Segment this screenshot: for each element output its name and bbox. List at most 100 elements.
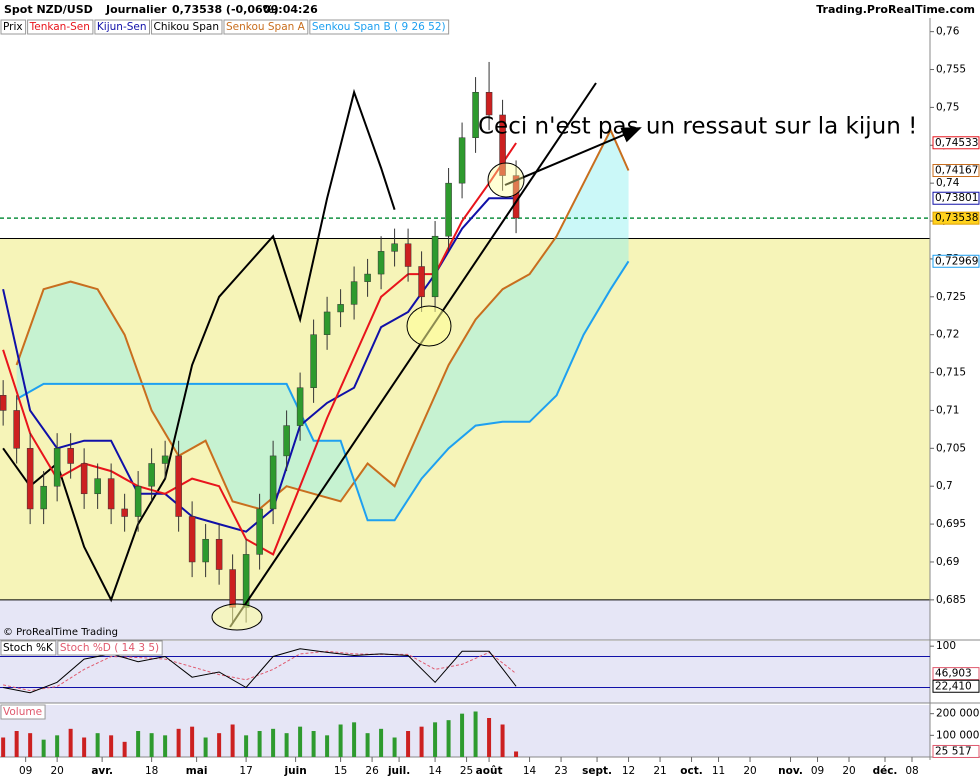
x-tick-label: août xyxy=(476,765,503,777)
x-tick-label: 09 xyxy=(19,765,32,777)
volume-bar xyxy=(338,724,343,757)
y-tick-label: 0,72 xyxy=(936,329,959,341)
candle-body xyxy=(418,266,425,298)
volume-bar xyxy=(95,733,100,757)
volume-bar xyxy=(176,728,181,757)
y-tick-label: 0,71 xyxy=(936,404,959,416)
candle-body xyxy=(13,410,20,449)
volume-bar xyxy=(392,737,397,757)
candle-body xyxy=(161,455,169,464)
candle-body xyxy=(256,508,263,555)
volume-bar xyxy=(136,731,141,757)
readout-label: 0,73538 xyxy=(935,212,978,224)
volume-bar xyxy=(28,733,33,757)
legend-box xyxy=(309,19,450,35)
volume-bar xyxy=(41,739,46,757)
x-tick-label: déc. xyxy=(873,765,898,777)
time: 09:04:26 xyxy=(263,3,318,16)
volume-bar xyxy=(446,720,451,757)
x-tick-label: 20 xyxy=(842,765,855,777)
y-tick-label: 0,705 xyxy=(936,442,966,454)
readout-box xyxy=(932,211,980,225)
readout-box xyxy=(932,679,980,693)
readout-label: 25 517 xyxy=(935,745,972,757)
y-tick-label: 100 xyxy=(936,640,956,652)
volume-bar xyxy=(514,751,519,757)
x-tick-label: 21 xyxy=(653,765,666,777)
volume-bar xyxy=(190,726,195,757)
readout-box xyxy=(932,164,980,178)
volume-bar xyxy=(55,735,60,757)
volume-bar xyxy=(500,724,505,757)
site: Trading.ProRealTime.com xyxy=(816,3,975,16)
volume-bar xyxy=(163,735,168,757)
y-tick-label: 0,725 xyxy=(936,291,966,303)
candle-body xyxy=(377,251,385,275)
candle-body xyxy=(391,243,398,252)
x-tick-label: 26 xyxy=(365,765,379,777)
legend-label: Volume xyxy=(3,706,42,718)
legend-box xyxy=(0,704,46,720)
symbol: Spot NZD/USD xyxy=(4,3,93,16)
x-tick-label: 20 xyxy=(743,765,756,777)
volume-bar xyxy=(271,728,276,757)
volume-bar xyxy=(325,735,330,757)
x-tick-label: 14 xyxy=(428,765,442,777)
volume-bar xyxy=(1,737,6,757)
volume-bar xyxy=(257,731,262,757)
zone xyxy=(0,599,930,640)
legend-label: Kijun-Sen xyxy=(97,21,147,33)
x-tick-label: 23 xyxy=(554,765,567,777)
period: Journalier xyxy=(105,3,167,16)
highlight-ellipse xyxy=(211,603,263,631)
legend-label: Stoch %D ( 14 3 5) xyxy=(60,642,159,654)
y-tick-label: 0,685 xyxy=(936,594,966,606)
volume-bar xyxy=(365,733,370,757)
kumo-cloud xyxy=(16,130,629,521)
y-tick-label: 0,7 xyxy=(936,480,953,492)
y-tick-label: 100 000 xyxy=(936,729,979,741)
candle-body xyxy=(283,425,290,457)
x-tick-label: nov. xyxy=(778,765,803,777)
legend-label: Senkou Span B ( 9 26 52) xyxy=(312,21,446,33)
volume-bar xyxy=(406,731,411,757)
volume-bar xyxy=(473,711,478,757)
y-tick-label: 0,695 xyxy=(936,518,966,530)
volume-bar xyxy=(82,737,87,757)
highlight-ellipse xyxy=(406,305,452,347)
candle-body xyxy=(485,91,493,116)
readout-box xyxy=(932,667,980,681)
trend-line xyxy=(229,82,597,628)
x-tick-label: 08 xyxy=(905,765,918,777)
arrow xyxy=(504,127,642,186)
candle-body xyxy=(107,478,115,510)
volume-bar xyxy=(298,726,303,757)
candle-body xyxy=(350,281,358,305)
legend-box xyxy=(57,640,163,656)
panel-bg xyxy=(0,705,930,757)
x-tick-label: 15 xyxy=(334,765,347,777)
candle-body xyxy=(175,455,182,517)
candle-body xyxy=(215,538,223,570)
y-tick-label: 0,715 xyxy=(936,367,966,379)
candle-body xyxy=(269,455,277,510)
candle-body xyxy=(134,485,142,517)
candle-body xyxy=(94,478,101,495)
legend-label: Tenkan-Sen xyxy=(29,21,90,33)
legend-box xyxy=(151,19,223,35)
x-tick-label: mai xyxy=(186,765,208,777)
highlight-ellipse xyxy=(487,162,525,198)
volume-bar xyxy=(433,722,438,757)
candle-body xyxy=(0,395,7,411)
candle-body xyxy=(26,448,34,510)
volume-bar xyxy=(284,733,289,757)
readout-label: 0,73801 xyxy=(935,192,978,204)
volume-bar xyxy=(487,718,492,757)
y-tick-label: 0,75 xyxy=(936,101,959,113)
zone xyxy=(0,238,930,600)
candle-body xyxy=(229,569,236,608)
x-tick-label: 25 xyxy=(460,765,473,777)
readout-label: 0,74533 xyxy=(935,137,978,149)
legend-box xyxy=(94,19,151,35)
candle-body xyxy=(148,463,155,487)
